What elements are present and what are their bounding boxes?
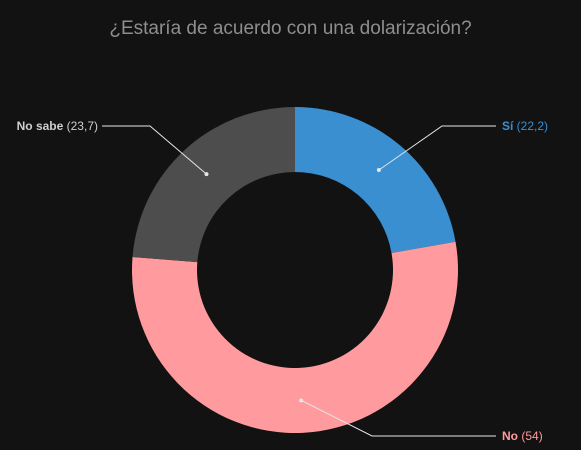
label-no-sabe: No sabe (23,7) xyxy=(17,119,98,133)
leader-line-no-sabe xyxy=(102,125,207,175)
label-name-no: No xyxy=(502,429,521,443)
label-value-si: (22,2) xyxy=(517,119,548,133)
slice-si xyxy=(295,107,456,253)
leader-dot-no-sabe xyxy=(204,172,209,177)
chart-title: ¿Estaría de acuerdo con una dolarización… xyxy=(109,18,472,39)
label-no: No (54) xyxy=(502,429,543,443)
slice-no-sabe xyxy=(132,107,295,263)
leader-dot-no xyxy=(299,398,304,403)
leader-line-no xyxy=(300,399,496,437)
leader-dot-si xyxy=(376,168,381,173)
slice-no xyxy=(132,241,459,434)
leader-line-si xyxy=(378,125,496,171)
label-value-no-sabe: (23,7) xyxy=(67,119,98,133)
label-si: Sí (22,2) xyxy=(502,119,548,133)
label-name-no-sabe: No sabe xyxy=(17,119,67,133)
label-value-no: (54) xyxy=(521,429,542,443)
label-name-si: Sí xyxy=(502,119,517,133)
